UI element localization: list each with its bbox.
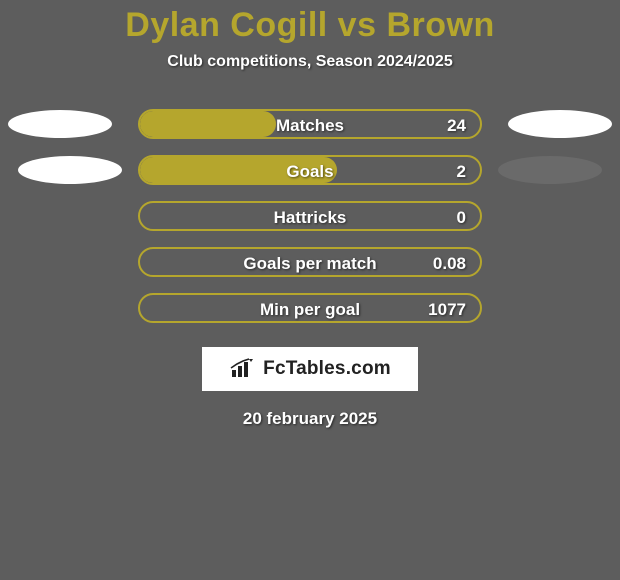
bar-fill: [140, 157, 337, 183]
bar-label: Min per goal: [140, 295, 480, 323]
footer-logo: FcTables.com: [202, 347, 418, 391]
bar-value: 0: [457, 203, 466, 231]
bar-track: Goals per match0.08: [138, 247, 482, 277]
right-ellipse: [508, 110, 612, 138]
bar-value: 2: [457, 157, 466, 185]
page-root: Dylan Cogill vs Brown Club competitions,…: [0, 0, 620, 580]
footer-logo-text: FcTables.com: [263, 358, 391, 380]
bar-label: Hattricks: [140, 203, 480, 231]
stat-row: Min per goal1077: [0, 293, 620, 323]
left-ellipse: [8, 110, 112, 138]
bar-track: Min per goal1077: [138, 293, 482, 323]
bar-chart-icon: [229, 358, 257, 380]
stat-row: Hattricks0: [0, 201, 620, 231]
bar-label: Goals per match: [140, 249, 480, 277]
bar-value: 1077: [428, 295, 466, 323]
stat-row: Matches24: [0, 109, 620, 139]
bar-value: 24: [447, 111, 466, 139]
bar-fill: [140, 111, 276, 137]
bar-track: Goals2: [138, 155, 482, 185]
bar-track: Hattricks0: [138, 201, 482, 231]
bar-track: Matches24: [138, 109, 482, 139]
page-title: Dylan Cogill vs Brown: [0, 0, 620, 45]
left-ellipse: [18, 156, 122, 184]
bar-value: 0.08: [433, 249, 466, 277]
right-ellipse: [498, 156, 602, 184]
footer-date: 20 february 2025: [0, 409, 620, 429]
stats-container: Matches24 Goals2 Hattricks0 Goals per match…: [0, 109, 620, 323]
stat-row: Goals2: [0, 155, 620, 185]
stat-row: Goals per match0.08: [0, 247, 620, 277]
page-subtitle: Club competitions, Season 2024/2025: [0, 53, 620, 71]
